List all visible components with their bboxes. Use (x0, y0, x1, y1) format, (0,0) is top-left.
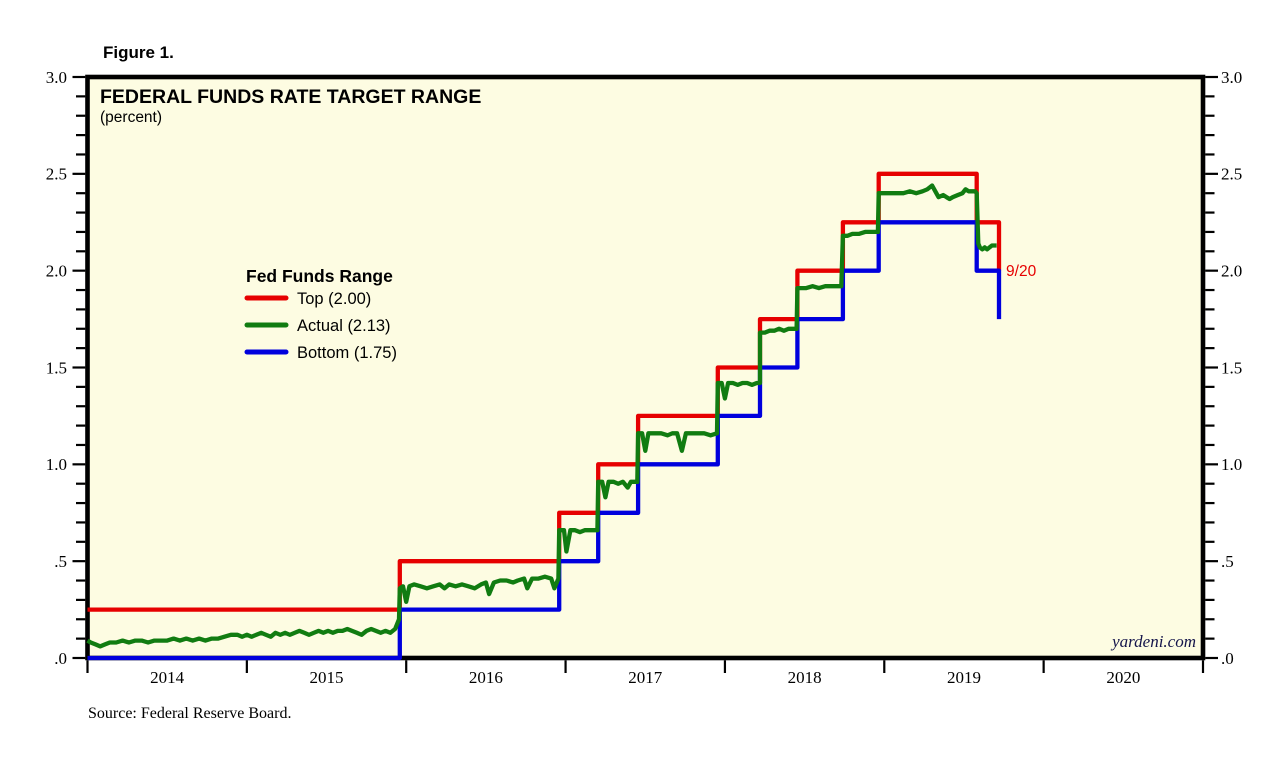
legend-label-actual: Actual (2.13) (297, 317, 391, 335)
y-tick-label-right: 1.5 (1221, 358, 1242, 377)
y-tick-label-left: 2.5 (46, 165, 67, 184)
y-tick-label-left: 3.0 (46, 68, 67, 87)
x-year-label: 2018 (788, 668, 822, 687)
y-tick-label-left: 1.5 (46, 358, 67, 377)
y-tick-label-left: .0 (54, 649, 67, 668)
x-year-label: 2019 (947, 668, 981, 687)
plot-background (87, 77, 1203, 658)
y-tick-label-right: 2.0 (1221, 261, 1242, 280)
y-tick-label-right: .0 (1221, 649, 1234, 668)
x-year-label: 2015 (310, 668, 344, 687)
legend: Fed Funds Range Top (2.00) Actual (2.13)… (244, 266, 397, 362)
x-year-label: 2020 (1106, 668, 1140, 687)
source-note: Source: Federal Reserve Board. (88, 705, 291, 722)
y-tick-label-right: 1.0 (1221, 455, 1242, 474)
y-tick-label-left: 1.0 (46, 455, 67, 474)
annotation-9-20: 9/20 (1006, 263, 1037, 280)
x-year-label: 2017 (628, 668, 663, 687)
watermark-yardeni: yardeni.com (1110, 632, 1196, 651)
legend-label-bottom: Bottom (1.75) (297, 344, 397, 362)
x-year-label: 2016 (469, 668, 503, 687)
chart-title: FEDERAL FUNDS RATE TARGET RANGE (100, 86, 481, 108)
x-year-label: 2014 (150, 668, 185, 687)
y-tick-label-left: 2.0 (46, 261, 67, 280)
plot-frame (85, 74, 1206, 661)
figure-label: Figure 1. (103, 43, 174, 62)
legend-label-top: Top (2.00) (297, 290, 371, 308)
y-tick-label-right: 3.0 (1221, 68, 1242, 87)
legend-title: Fed Funds Range (246, 266, 393, 286)
axes: 3.0 3.0 2.5 2.5 2.0 2.0 1.5 1.5 1.0 1.0 .5 .5 .0 .0 20… (46, 68, 1243, 687)
chart-subtitle: (percent) (100, 109, 162, 126)
series-lines (86, 171, 1002, 661)
y-tick-label-right: 2.5 (1221, 165, 1242, 184)
y-tick-label-right: .5 (1221, 552, 1234, 571)
y-tick-label-left: .5 (54, 552, 67, 571)
series-line-actual (86, 183, 997, 649)
